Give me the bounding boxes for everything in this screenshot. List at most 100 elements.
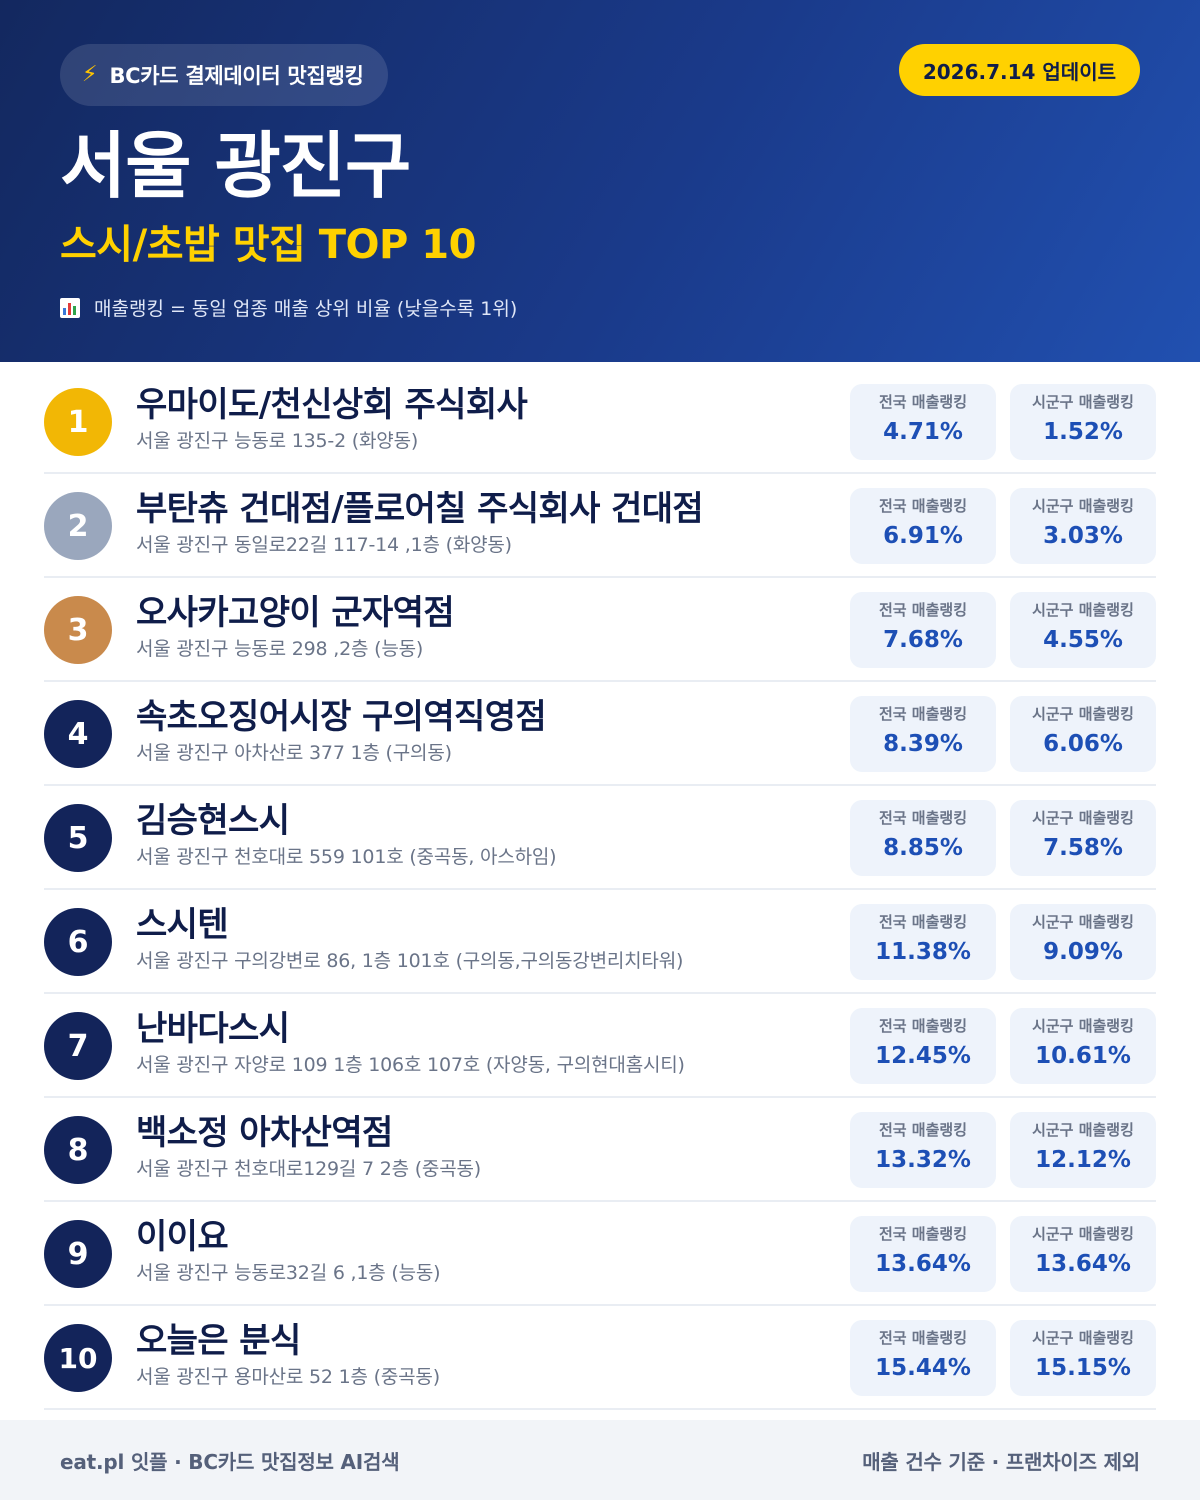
rank-badge: 2 [44, 492, 112, 560]
local-ranking-box: 시군구 매출랭킹 6.06% [1010, 696, 1156, 772]
local-ranking-label: 시군구 매출랭킹 [1032, 809, 1134, 827]
restaurant-address: 서울 광진구 구의강변로 86, 1층 101호 (구의동,구의동강변리치타워) [136, 950, 684, 972]
local-ranking-value: 13.64% [1035, 1251, 1131, 1277]
local-ranking-label: 시군구 매출랭킹 [1032, 1017, 1134, 1035]
footer-criteria: 매출 건수 기준 · 프랜차이즈 제외 [862, 1449, 1140, 1474]
national-ranking-value: 13.32% [875, 1147, 971, 1173]
bar-chart-icon [60, 297, 80, 318]
national-ranking-box: 전국 매출랭킹 15.44% [850, 1320, 996, 1396]
local-ranking-value: 3.03% [1043, 523, 1123, 549]
local-ranking-label: 시군구 매출랭킹 [1032, 913, 1134, 931]
national-ranking-box: 전국 매출랭킹 8.39% [850, 696, 996, 772]
lightning-bolt-icon: ⚡ [82, 62, 98, 87]
local-ranking-label: 시군구 매출랭킹 [1032, 601, 1134, 619]
national-ranking-box: 전국 매출랭킹 13.64% [850, 1216, 996, 1292]
local-ranking-box: 시군구 매출랭킹 4.55% [1010, 592, 1156, 668]
rank-badge: 6 [44, 908, 112, 976]
national-ranking-box: 전국 매출랭킹 7.68% [850, 592, 996, 668]
local-ranking-value: 4.55% [1043, 627, 1123, 653]
national-ranking-label: 전국 매출랭킹 [878, 601, 968, 619]
local-ranking-box: 시군구 매출랭킹 10.61% [1010, 1008, 1156, 1084]
rank-badge: 4 [44, 700, 112, 768]
restaurant-address: 서울 광진구 동일로22길 117-14 ,1층 (화양동) [136, 534, 512, 556]
restaurant-name[interactable]: 오사카고양이 군자역점 [136, 593, 455, 633]
national-ranking-label: 전국 매출랭킹 [878, 1225, 968, 1243]
list-item[interactable]: 10 오늘은 분식 서울 광진구 용마산로 52 1층 (중곡동) 전국 매출랭킹 15… [44, 1306, 1156, 1410]
source-label: BC카드 결제데이터 맛집랭킹 [109, 64, 364, 88]
local-ranking-label: 시군구 매출랭킹 [1032, 497, 1134, 515]
restaurant-name[interactable]: 오늘은 분식 [136, 1321, 301, 1361]
restaurant-address: 서울 광진구 아차산로 377 1층 (구의동) [136, 742, 452, 764]
local-ranking-box: 시군구 매출랭킹 9.09% [1010, 904, 1156, 980]
list-item[interactable]: 3 오사카고양이 군자역점 서울 광진구 능동로 298 ,2층 (능동) 전국 매출… [44, 578, 1156, 682]
national-ranking-value: 4.71% [883, 419, 963, 445]
rank-badge: 7 [44, 1012, 112, 1080]
local-ranking-value: 1.52% [1043, 419, 1123, 445]
national-ranking-box: 전국 매출랭킹 4.71% [850, 384, 996, 460]
local-ranking-value: 12.12% [1035, 1147, 1131, 1173]
footer-source: eat.pl 잇플 · BC카드 맛집정보 AI검색 [60, 1449, 400, 1474]
local-ranking-value: 10.61% [1035, 1043, 1131, 1069]
national-ranking-value: 8.39% [883, 731, 963, 757]
restaurant-name[interactable]: 부탄츄 건대점/플로어칠 주식회사 건대점 [136, 489, 704, 529]
restaurant-name[interactable]: 백소정 아차산역점 [136, 1113, 393, 1153]
national-ranking-box: 전국 매출랭킹 6.91% [850, 488, 996, 564]
national-ranking-value: 8.85% [883, 835, 963, 861]
national-ranking-value: 13.64% [875, 1251, 971, 1277]
source-pill: ⚡ BC카드 결제데이터 맛집랭킹 [60, 44, 388, 106]
national-ranking-box: 전국 매출랭킹 12.45% [850, 1008, 996, 1084]
local-ranking-label: 시군구 매출랭킹 [1032, 1121, 1134, 1139]
local-ranking-box: 시군구 매출랭킹 3.03% [1010, 488, 1156, 564]
local-ranking-value: 6.06% [1043, 731, 1123, 757]
restaurant-name[interactable]: 이이요 [136, 1217, 229, 1257]
restaurant-address: 서울 광진구 능동로 135-2 (화양동) [136, 430, 419, 452]
local-ranking-value: 9.09% [1043, 939, 1123, 965]
national-ranking-value: 6.91% [883, 523, 963, 549]
national-ranking-value: 12.45% [875, 1043, 971, 1069]
local-ranking-value: 15.15% [1035, 1355, 1131, 1381]
rank-badge: 9 [44, 1220, 112, 1288]
national-ranking-label: 전국 매출랭킹 [878, 1329, 968, 1347]
local-ranking-box: 시군구 매출랭킹 7.58% [1010, 800, 1156, 876]
restaurant-address: 서울 광진구 자양로 109 1층 106호 107호 (자양동, 구의현대홈시… [136, 1054, 685, 1076]
page-subtitle: 스시/초밥 맛집 TOP 10 [60, 222, 476, 268]
rank-badge: 1 [44, 388, 112, 456]
national-ranking-label: 전국 매출랭킹 [878, 1017, 968, 1035]
restaurant-address: 서울 광진구 능동로32길 6 ,1층 (능동) [136, 1262, 441, 1284]
local-ranking-label: 시군구 매출랭킹 [1032, 1225, 1134, 1243]
local-ranking-box: 시군구 매출랭킹 1.52% [1010, 384, 1156, 460]
restaurant-name[interactable]: 스시텐 [136, 905, 229, 945]
national-ranking-label: 전국 매출랭킹 [878, 393, 968, 411]
restaurant-address: 서울 광진구 천호대로129길 7 2층 (중곡동) [136, 1158, 481, 1180]
local-ranking-box: 시군구 매출랭킹 15.15% [1010, 1320, 1156, 1396]
national-ranking-label: 전국 매출랭킹 [878, 497, 968, 515]
rank-badge: 10 [44, 1324, 112, 1392]
national-ranking-value: 11.38% [875, 939, 971, 965]
local-ranking-box: 시군구 매출랭킹 12.12% [1010, 1112, 1156, 1188]
national-ranking-label: 전국 매출랭킹 [878, 809, 968, 827]
national-ranking-label: 전국 매출랭킹 [878, 705, 968, 723]
local-ranking-value: 7.58% [1043, 835, 1123, 861]
restaurant-name[interactable]: 김승현스시 [136, 801, 290, 841]
national-ranking-box: 전국 매출랭킹 13.32% [850, 1112, 996, 1188]
national-ranking-value: 15.44% [875, 1355, 971, 1381]
update-badge: 2026.7.14 업데이트 [898, 44, 1140, 96]
restaurant-address: 서울 광진구 천호대로 559 101호 (중곡동, 아스하임) [136, 846, 557, 868]
national-ranking-label: 전국 매출랭킹 [878, 913, 968, 931]
restaurant-name[interactable]: 우마이도/천신상회 주식회사 [136, 385, 528, 425]
list-item[interactable]: 8 백소정 아차산역점 서울 광진구 천호대로129길 7 2층 (중곡동) 전국 매… [44, 1098, 1156, 1202]
restaurant-name[interactable]: 난바다스시 [136, 1009, 290, 1049]
restaurant-name[interactable]: 속초오징어시장 구의역직영점 [136, 697, 547, 737]
header-banner: ⚡ BC카드 결제데이터 맛집랭킹 2026.7.14 업데이트 서울 광진구 … [0, 0, 1200, 362]
local-ranking-label: 시군구 매출랭킹 [1032, 393, 1134, 411]
local-ranking-label: 시군구 매출랭킹 [1032, 705, 1134, 723]
national-ranking-box: 전국 매출랭킹 8.85% [850, 800, 996, 876]
list-item[interactable]: 5 김승현스시 서울 광진구 천호대로 559 101호 (중곡동, 아스하임) 전국… [44, 786, 1156, 890]
